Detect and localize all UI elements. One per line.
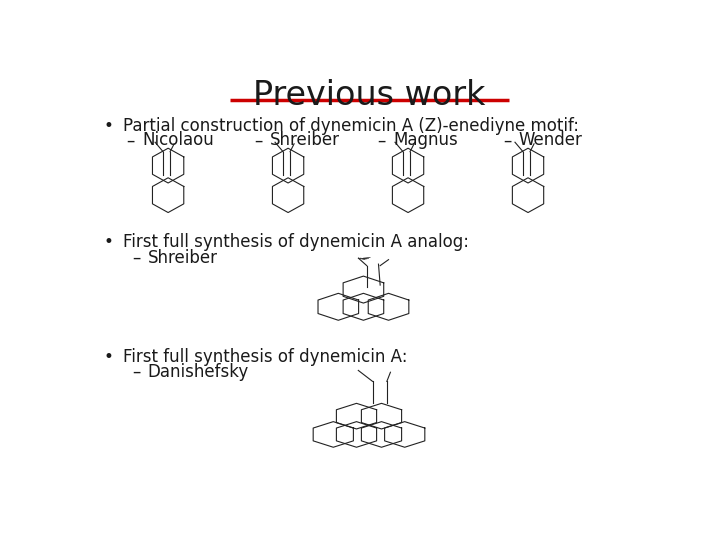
Text: Nicolaou: Nicolaou [142,131,214,150]
Text: –: – [503,131,511,150]
Text: Magnus: Magnus [393,131,458,150]
Text: First full synthesis of dynemicin A analog:: First full synthesis of dynemicin A anal… [124,233,469,251]
Text: Shreiber: Shreiber [270,131,341,150]
Text: First full synthesis of dynemicin A:: First full synthesis of dynemicin A: [124,348,408,366]
Text: Wender: Wender [518,131,582,150]
Text: •: • [104,117,114,135]
Text: •: • [104,233,114,251]
Text: –: – [377,131,386,150]
Text: Previous work: Previous work [253,79,485,112]
Text: •: • [104,348,114,366]
Text: Shreiber: Shreiber [148,248,217,267]
Text: Partial construction of dynemicin A (Z)-enediyne motif:: Partial construction of dynemicin A (Z)-… [124,117,580,135]
Text: –: – [126,131,135,150]
Text: –: – [132,363,140,381]
Text: –: – [255,131,263,150]
Text: Danishefsky: Danishefsky [148,363,248,381]
Text: –: – [132,248,140,267]
